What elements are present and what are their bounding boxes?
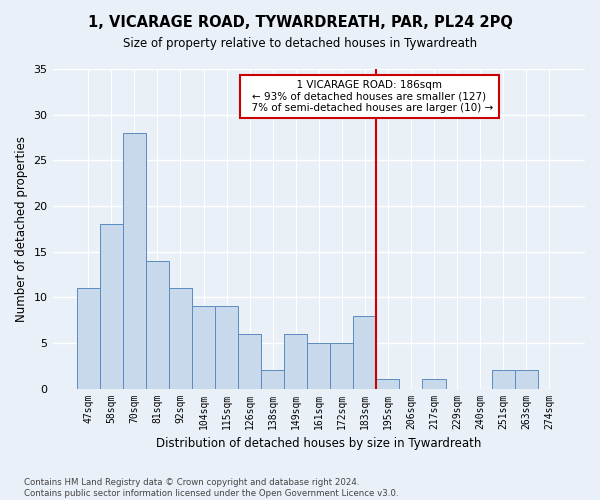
Bar [353, 316, 376, 388]
Bar [284, 334, 307, 388]
X-axis label: Distribution of detached houses by size in Tywardreath: Distribution of detached houses by size … [156, 437, 481, 450]
Bar [192, 306, 215, 388]
Bar [215, 306, 238, 388]
Bar [77, 288, 100, 388]
Bar [146, 260, 169, 388]
Bar [238, 334, 261, 388]
Bar [307, 343, 330, 388]
Bar [261, 370, 284, 388]
Bar [515, 370, 538, 388]
Text: 1, VICARAGE ROAD, TYWARDREATH, PAR, PL24 2PQ: 1, VICARAGE ROAD, TYWARDREATH, PAR, PL24… [88, 15, 512, 30]
Bar [491, 370, 515, 388]
Bar [376, 380, 400, 388]
Text: Contains HM Land Registry data © Crown copyright and database right 2024.
Contai: Contains HM Land Registry data © Crown c… [24, 478, 398, 498]
Bar [169, 288, 192, 388]
Text: Size of property relative to detached houses in Tywardreath: Size of property relative to detached ho… [123, 38, 477, 51]
Y-axis label: Number of detached properties: Number of detached properties [15, 136, 28, 322]
Bar [123, 133, 146, 388]
Bar [422, 380, 446, 388]
Text: 1 VICARAGE ROAD: 186sqm  
← 93% of detached houses are smaller (127)
  7% of sem: 1 VICARAGE ROAD: 186sqm ← 93% of detache… [245, 80, 494, 113]
Bar [330, 343, 353, 388]
Bar [100, 224, 123, 388]
